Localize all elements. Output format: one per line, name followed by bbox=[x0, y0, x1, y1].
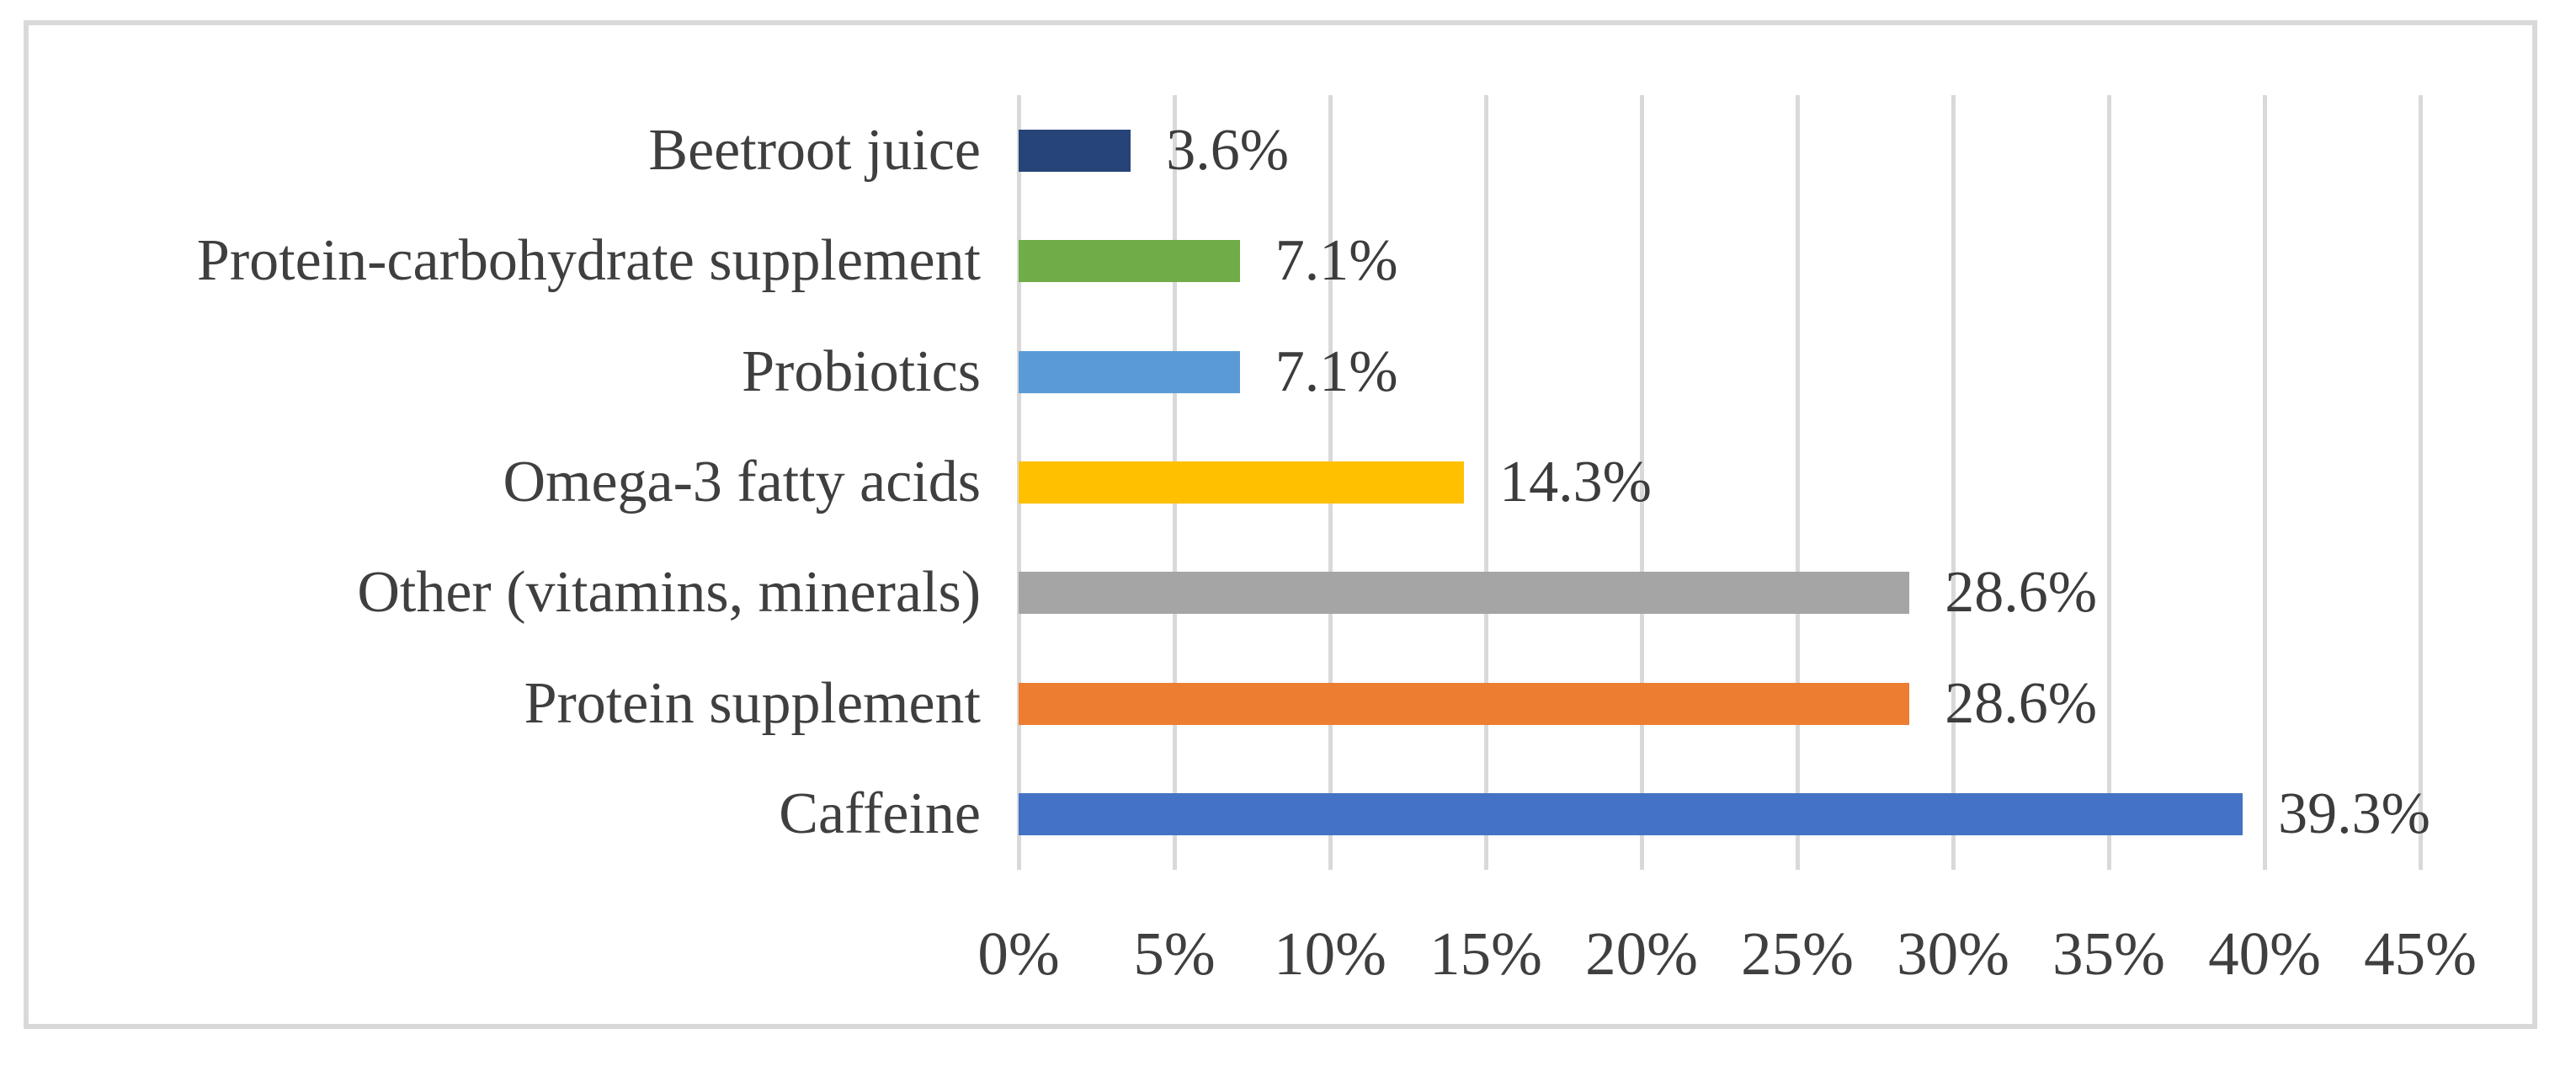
value-label: 28.6% bbox=[1945, 560, 2097, 626]
category-label: Protein-carbohydrate supplement bbox=[196, 228, 981, 294]
gridline bbox=[1795, 95, 1800, 870]
x-tick-label: 25% bbox=[1741, 919, 1854, 988]
category-label: Protein supplement bbox=[524, 670, 981, 736]
gridline bbox=[1483, 95, 1488, 870]
gridline bbox=[2106, 95, 2111, 870]
x-tick-label: 5% bbox=[1133, 919, 1216, 988]
bar bbox=[1019, 240, 1240, 283]
x-tick-label: 15% bbox=[1429, 919, 1542, 988]
x-tick-label: 10% bbox=[1274, 919, 1386, 988]
value-label: 28.6% bbox=[1945, 670, 2097, 736]
category-label: Beetroot juice bbox=[648, 117, 981, 183]
category-label: Omega-3 fatty acids bbox=[503, 450, 981, 514]
value-label: 7.1% bbox=[1275, 338, 1398, 404]
bar bbox=[1019, 793, 2243, 836]
bar bbox=[1019, 350, 1240, 393]
x-tick-label: 20% bbox=[1585, 919, 1698, 988]
value-label: 7.1% bbox=[1275, 228, 1398, 294]
x-tick-label: 0% bbox=[977, 919, 1060, 988]
value-label: 39.3% bbox=[2278, 781, 2430, 847]
x-tick-label: 45% bbox=[2364, 919, 2477, 988]
category-label: Probiotics bbox=[742, 338, 981, 404]
gridline bbox=[1639, 95, 1644, 870]
bar bbox=[1019, 129, 1131, 172]
x-tick-label: 30% bbox=[1897, 919, 2009, 988]
chart-border bbox=[24, 20, 2537, 1029]
value-label: 14.3% bbox=[1499, 450, 1652, 514]
category-label: Other (vitamins, minerals) bbox=[357, 560, 981, 626]
gridline bbox=[2418, 95, 2423, 870]
x-tick-label: 35% bbox=[2052, 919, 2165, 988]
bar bbox=[1019, 461, 1465, 504]
gridline bbox=[2262, 95, 2267, 870]
category-label: Caffeine bbox=[779, 781, 981, 847]
gridline bbox=[1951, 95, 1956, 870]
bar bbox=[1019, 682, 1910, 725]
value-label: 3.6% bbox=[1166, 117, 1289, 183]
x-tick-label: 40% bbox=[2208, 919, 2321, 988]
bar bbox=[1019, 572, 1910, 615]
